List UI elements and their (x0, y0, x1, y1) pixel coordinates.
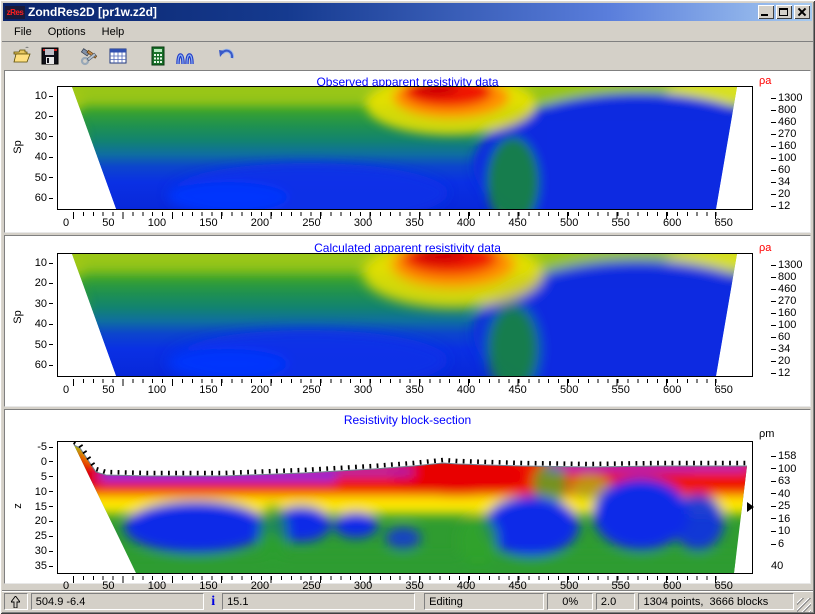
panel-observed-ylabel: Sp (12, 140, 24, 154)
panel-calculated-title: Calculated apparent resistivity data (314, 241, 501, 255)
status-coordinates: 504.9 -6.4 (30, 593, 205, 610)
undo-button[interactable] (214, 44, 238, 68)
panel-block-ylabel: z (12, 503, 24, 509)
colorbar-ticks: 1300 800 460 270 160 100 60 34 20 12 (771, 256, 802, 379)
calculator-icon (151, 46, 165, 66)
save-floppy-icon (41, 47, 59, 65)
colorbar-gradient (757, 89, 770, 201)
model-waves-button[interactable] (174, 44, 198, 68)
colorbar-ticks: 1300 800 460 270 160 100 60 34 20 12 (771, 89, 802, 212)
menu-options[interactable]: Options (47, 25, 86, 38)
colorbar-label: ρm (759, 428, 775, 440)
panel-block-yticks: -5 0 5 10 15 20 25 30 35 (27, 440, 53, 573)
panel-block-plot[interactable] (57, 441, 753, 574)
table-icon (109, 48, 127, 64)
panel-calculated-yticks: 10 20 30 40 50 60 (27, 255, 53, 373)
close-button[interactable] (794, 5, 810, 19)
app-icon: zRes (5, 5, 25, 19)
window-title: ZondRes2D [pr1w.z2d] (28, 5, 157, 19)
colorbar-ticks: 158 100 63 40 25 16 10 6 (771, 442, 796, 558)
panel-observed: Observed apparent resistivity data Sp 10… (4, 70, 811, 233)
cursor-mode-indicator (4, 593, 28, 610)
colorbar-gradient (757, 442, 770, 558)
calculator-button[interactable] (146, 44, 170, 68)
colorbar-level-marker[interactable] (747, 502, 754, 512)
panel-calculated-plot[interactable] (57, 253, 753, 377)
panel-observed-xticklabels: 0 50 100 150 200 250 300 350 400 450 500 550 600… (63, 217, 733, 229)
panel-calculated: Calculated apparent resistivity data Sp … (4, 235, 811, 407)
panel-calculated-colorbar: ρa 1300 800 460 270 160 100 60 34 20 12 (757, 242, 815, 379)
electrode-marks (72, 442, 747, 476)
panel-calculated-ylabel: Sp (12, 310, 24, 324)
waves-icon (176, 53, 194, 65)
open-folder-icon (13, 46, 31, 63)
open-file-button[interactable] (10, 44, 34, 68)
colorbar-label: ρa (759, 242, 772, 254)
chart-area: Observed apparent resistivity data Sp 10… (2, 70, 813, 592)
info-icon: i (211, 593, 216, 609)
panel-observed-title: Observed apparent resistivity data (316, 75, 499, 89)
maximize-button[interactable] (776, 5, 792, 19)
panel-block-xticklabels: 0 50 100 150 200 250 300 350 400 450 500 550 600… (63, 580, 733, 592)
panel-block-section: Resistivity block-section z -5 0 5 10 15 20… (4, 409, 811, 592)
settings-tools-button[interactable] (78, 44, 102, 68)
colorbar-gradient (757, 256, 770, 368)
status-data-info: 1304 points, 3666 blocks (638, 593, 795, 610)
status-scale: 2.0 (595, 593, 636, 610)
panel-calculated-xticklabels: 0 50 100 150 200 250 300 350 400 450 500 550 600… (63, 384, 733, 396)
panel-block-title: Resistivity block-section (343, 413, 472, 427)
menu-bar: File Options Help (2, 22, 813, 42)
minimize-icon (761, 14, 768, 16)
panel-observed-yticks: 10 20 30 40 50 60 (27, 88, 53, 206)
menu-help[interactable]: Help (101, 25, 125, 38)
title-bar: zRes ZondRes2D [pr1w.z2d] (3, 3, 812, 21)
toolbar (2, 42, 813, 70)
colorbar-label: ρa (759, 75, 772, 87)
arrow-cursor-icon (11, 595, 21, 608)
data-table-button[interactable] (106, 44, 130, 68)
undo-arrow-icon (219, 48, 235, 59)
status-value: 15.1 (222, 593, 416, 610)
status-progress: 0% (547, 593, 593, 610)
menu-file[interactable]: File (14, 25, 32, 38)
colorbar-footer-value: 40 (771, 560, 784, 572)
maximize-icon (779, 8, 788, 16)
status-mode: Editing (424, 593, 545, 610)
save-button[interactable] (38, 44, 62, 68)
panel-observed-colorbar: ρa 1300 800 460 270 160 100 60 34 20 12 (757, 75, 815, 212)
status-bar: 504.9 -6.4 i 15.1 Editing 0% 2.0 1304 po… (2, 590, 813, 612)
minimize-button[interactable] (758, 5, 774, 19)
panel-block-colorbar: ρm 158 100 63 40 25 16 10 6 40 (747, 428, 815, 572)
hammer-wrench-icon (80, 48, 98, 66)
resize-grip[interactable] (797, 598, 811, 612)
panel-observed-plot[interactable] (57, 86, 753, 210)
